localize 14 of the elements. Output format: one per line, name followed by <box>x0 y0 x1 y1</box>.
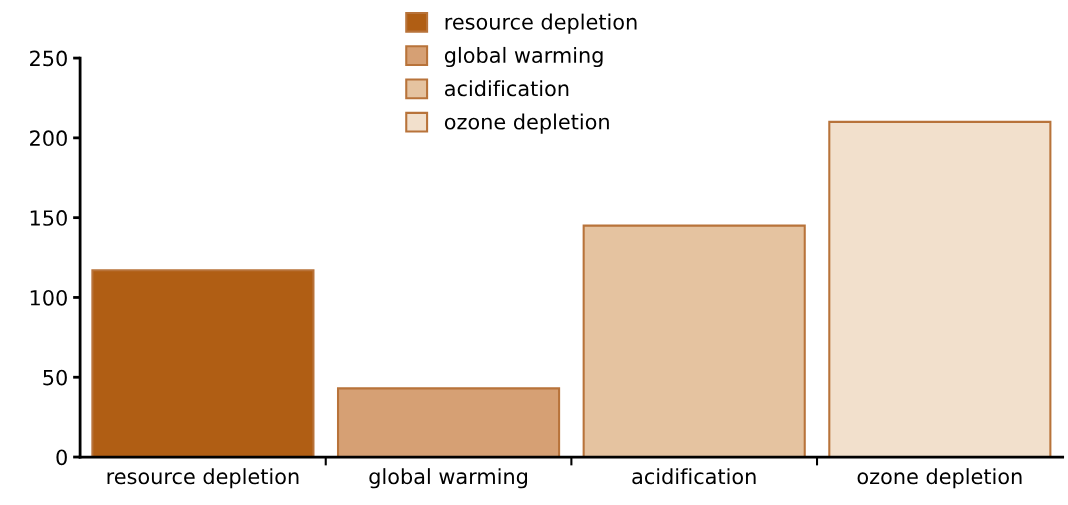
legend-label: ozone depletion <box>444 113 609 134</box>
y-tick-label: 50 <box>43 369 67 386</box>
x-tick-label: global warming <box>369 468 528 489</box>
y-tick-label: 250 <box>30 50 67 67</box>
x-tick-label: ozone depletion <box>857 468 1022 489</box>
legend-label: global warming <box>444 46 603 68</box>
x-tick-label: acidification <box>632 468 756 485</box>
y-tick-label: 100 <box>30 289 67 306</box>
legend-label: acidification <box>445 80 569 97</box>
x-tick-label: resource depletion <box>107 468 299 489</box>
y-tick-label: 150 <box>30 210 67 226</box>
y-tick-label: 200 <box>30 130 67 147</box>
legend-label: resource depletion <box>445 13 637 34</box>
y-tick-label: 0 <box>56 449 67 466</box>
